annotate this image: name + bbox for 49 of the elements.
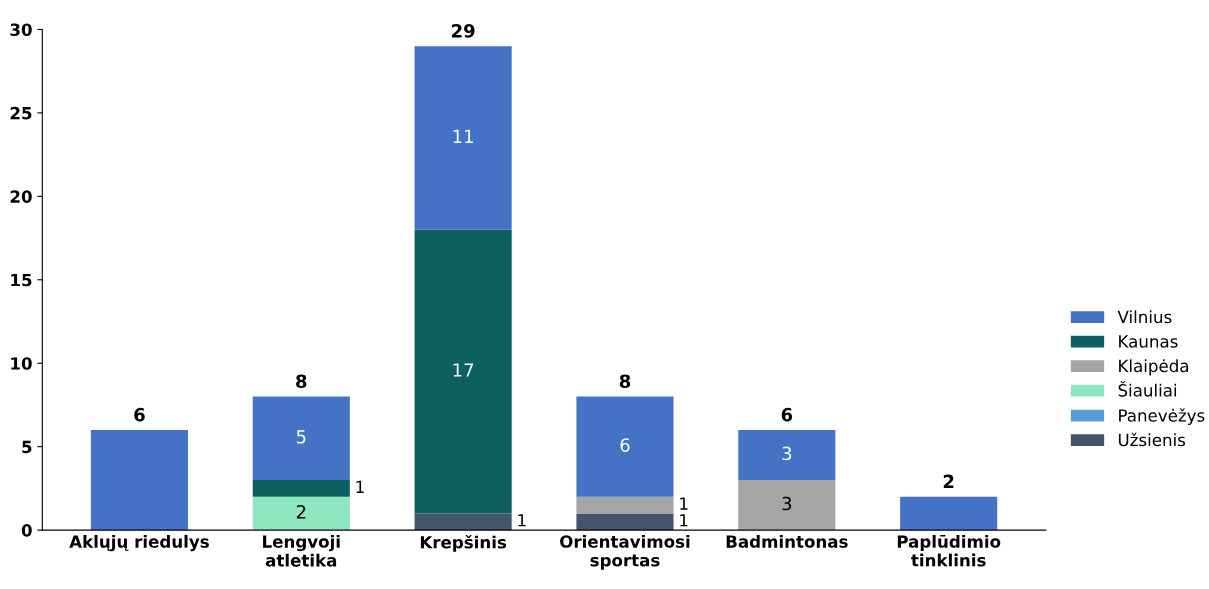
total-label: 6	[781, 407, 793, 422]
bar	[252, 396, 350, 481]
total-label: 29	[451, 23, 475, 38]
data-label: 3	[782, 446, 792, 461]
bar	[576, 513, 674, 531]
y-tick-label: 10	[11, 357, 32, 370]
bar	[252, 480, 350, 497]
data-label: 1	[680, 497, 688, 510]
legend-label: Kaunas	[1119, 335, 1178, 348]
bar	[252, 496, 350, 531]
bar	[90, 429, 188, 531]
x-tick-label: Badmintonas	[726, 534, 848, 548]
legend-label: Užsienis	[1118, 432, 1186, 447]
total-label: 8	[619, 374, 631, 389]
data-label: 1	[680, 514, 688, 527]
y-tick-label: 30	[10, 23, 32, 37]
legend-label: Klaipėda	[1119, 359, 1188, 376]
x-tick-label: Krepšinis	[420, 534, 507, 552]
data-label: 1	[356, 480, 364, 493]
y-tick-label: 15	[11, 273, 32, 287]
total-label: 6	[134, 407, 145, 422]
data-label: 6	[620, 438, 630, 452]
legend-label: Vilnius	[1117, 310, 1172, 324]
data-label: 2	[296, 504, 306, 519]
bar	[576, 496, 674, 514]
data-label: 5	[296, 430, 306, 444]
legend-label: Panevėžys	[1119, 408, 1205, 425]
data-label: 17	[453, 363, 474, 377]
bar	[414, 229, 512, 514]
x-tick-label: Lengvoji atletika	[263, 534, 340, 567]
x-tick-label: Aklųjų riedulys	[69, 534, 209, 552]
bar	[900, 496, 998, 531]
y-tick-label: 25	[10, 106, 32, 120]
bar	[414, 513, 512, 531]
x-tick-label: Orientavimosi sportas	[560, 534, 690, 570]
total-label: 8	[296, 374, 307, 389]
y-tick-label: 0	[21, 524, 32, 537]
data-label: 3	[782, 496, 792, 511]
data-label: 11	[453, 129, 473, 143]
bar	[576, 396, 674, 497]
data-label: 1	[518, 514, 526, 527]
y-tick-label: 20	[10, 190, 32, 203]
y-tick-label: 5	[22, 440, 32, 454]
bar	[738, 429, 836, 481]
bar	[414, 46, 512, 230]
legend-label: Šiauliai	[1118, 380, 1177, 397]
x-tick-label: Paplūdimio tinklinis	[897, 534, 1001, 567]
total-label: 2	[943, 474, 954, 488]
bar	[738, 480, 836, 531]
